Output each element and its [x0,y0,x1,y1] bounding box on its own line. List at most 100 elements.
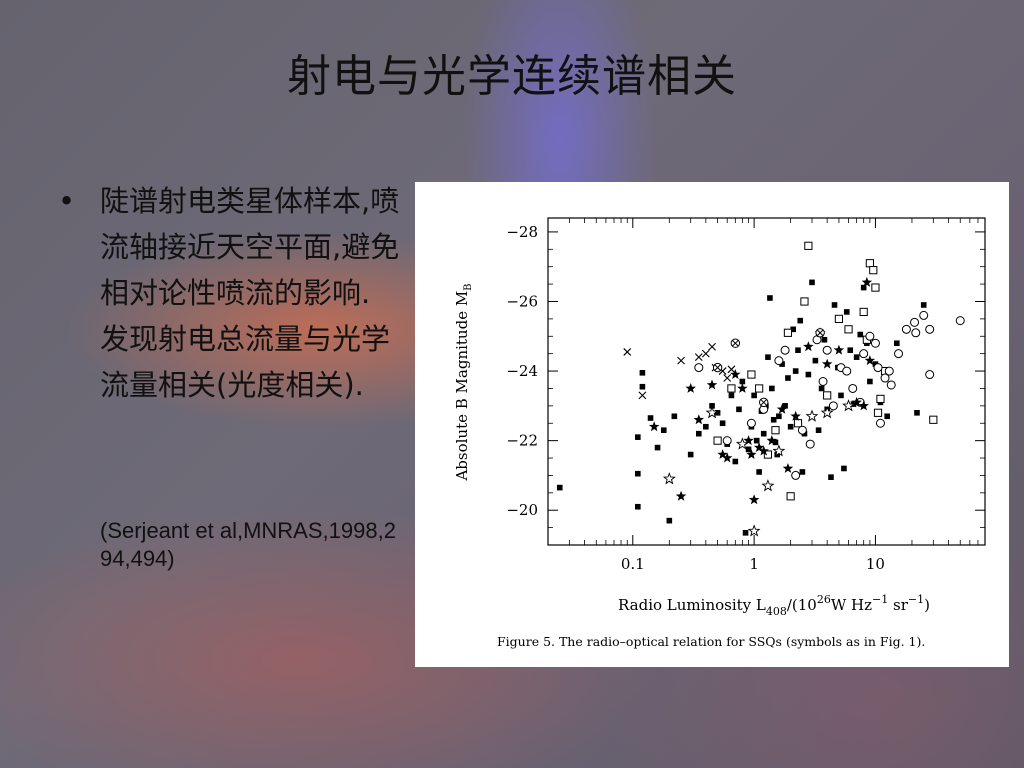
circle-cross-mark [816,329,824,336]
filled-star-point [748,494,760,505]
open-square-point [793,419,803,428]
filled-star-point [858,400,869,411]
filled-square-point [742,530,749,536]
filled-star-point [730,369,741,379]
y-tick-label: −26 [506,292,538,310]
open-circle-point [822,345,832,355]
open-square-point [713,436,722,445]
y-axis-label: Absolute B Magnitude MB [453,283,474,481]
filled-star-point [833,344,845,355]
filled-square-point [769,385,775,392]
open-square-point [786,492,795,501]
filled-square-point [635,503,641,510]
x-axis-label-sup1: 26 [817,593,831,606]
filled-star-point [717,449,728,459]
open-square-point [929,415,938,424]
scatter-chart: 0.1 1 10 −28 −26 −24 −22 −20 Absolute B Magnitu… [453,217,986,649]
filled-square-point [556,484,563,491]
filled-star-point [737,383,748,393]
open-star-point [842,399,856,412]
open-circle-point [875,418,885,428]
axis-ticks [547,218,986,545]
open-circle-point [911,328,921,338]
open-square-point [783,328,793,337]
open-circle-point [774,356,784,366]
filled-star-point [758,445,769,456]
filled-square-point [639,370,646,376]
open-square-point [859,307,868,317]
filled-square-point [867,378,873,385]
filled-square-point [772,439,779,446]
bullet-text: 陡谱射电类星体样本,喷流轴接近天空平面,避免相对论性喷流的影响. 发现射电总流量… [100,184,400,402]
filled-square-point [687,451,694,458]
open-circle-point [797,425,807,435]
filled-square-point [660,427,667,434]
filled-star-point [864,355,876,366]
open-square-point [771,426,780,435]
cross-point [677,356,685,365]
open-circle-point [842,366,852,376]
figure-panel: 0.1 1 10 −28 −26 −24 −22 −20 Absolute B Magnitu… [415,182,1009,667]
filled-square-point [736,406,742,413]
bullet-point: • 陡谱射电类星体样本,喷流轴接近天空平面,避免相对论性喷流的影响. 发现射电总… [58,178,407,408]
open-star-point [761,479,775,492]
filled-square-point [776,413,782,420]
filled-square-point [920,302,927,308]
open-square-point [865,259,874,268]
filled-star-point [821,358,833,369]
filled-star-point [753,442,765,452]
circle-cross-mark [760,399,767,406]
filled-square-point [782,403,788,409]
filled-star-point [722,452,733,463]
x-axis-label: Radio Luminosity L408/(1026W Hz−1 sr−1) [618,593,930,618]
filled-star-point [766,435,778,446]
open-square-point [844,325,853,334]
open-square-point [727,384,736,393]
filled-square-point [792,368,799,374]
bullet-dot-icon: • [58,184,76,218]
filled-square-point [779,361,785,367]
open-circle-point [722,436,732,446]
open-circle-point [859,349,869,359]
figure-caption: Figure 5. The radio–optical relation for… [497,634,925,649]
filled-star-point [746,449,757,459]
filled-square-point [745,446,752,453]
filled-square-point [765,354,771,360]
filled-star-point [790,410,801,421]
filled-square-point [815,427,822,434]
filled-square-point [756,469,762,475]
circle-cross-mark [714,364,721,371]
open-circle-point [894,349,904,359]
y-tick-label: −24 [506,362,538,380]
x-axis-label-mid2: W Hz [831,596,872,614]
filled-square-point [894,340,900,347]
filled-square-point [841,465,847,472]
open-circle-point [901,324,911,334]
filled-square-point [635,470,641,477]
filled-square-point [847,347,854,353]
citation: (Serjeant et al,MNRAS,1998,294,494) [100,518,396,571]
filled-square-point [739,378,746,385]
open-square-point [876,394,885,403]
filled-square-point [818,385,825,392]
filled-square-point [805,371,812,378]
cross-point [723,374,732,382]
cross-point [708,342,716,351]
x-axis-label-sup3: −1 [908,593,924,606]
open-star-point [805,409,819,422]
filled-square-point [666,517,673,524]
open-square-point [834,314,844,323]
filled-square-point [860,284,867,291]
filled-star-point [675,490,687,501]
filled-square-point [821,336,828,343]
open-circle-point [746,418,756,428]
open-square-point [763,450,773,459]
open-star-point [747,524,761,537]
y-tick-label: −22 [506,432,538,450]
filled-square-point [795,347,801,353]
filled-square-point [635,434,641,440]
filled-star-point [782,463,794,473]
open-circle-point [818,377,828,386]
filled-square-point [790,326,797,333]
filled-star-point [803,341,814,352]
